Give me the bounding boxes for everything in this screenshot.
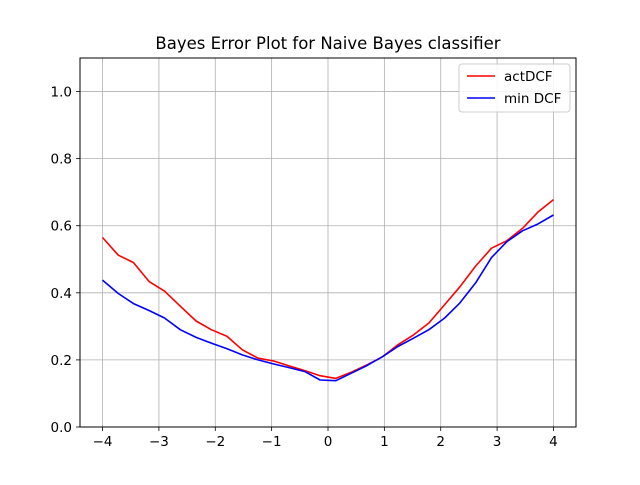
x-tick-label: −2 <box>205 434 225 450</box>
y-tick-label: 0.8 <box>51 152 72 168</box>
x-tick-label: 0 <box>324 434 333 450</box>
x-tick-label: 1 <box>380 434 389 450</box>
x-tick-label: −3 <box>149 434 169 450</box>
series-line-min-dcf <box>101 214 554 382</box>
y-tick-label: 1.0 <box>51 85 72 101</box>
x-tick-label: 4 <box>549 434 558 450</box>
x-tick-label: 2 <box>436 434 445 450</box>
legend-label-min-dcf: min DCF <box>504 91 561 107</box>
legend-label-actdcf: actDCF <box>504 69 553 85</box>
tick-layer: −4 −3 −2 −1 0 1 2 3 4 0.0 0.2 0.4 0.6 0.8 1.0 <box>51 85 558 450</box>
chart-title: Bayes Error Plot for Naive Bayes classif… <box>155 34 500 53</box>
y-tick-label: 0.4 <box>51 286 72 302</box>
y-tick-label: 0.0 <box>51 420 72 436</box>
x-tick-label: −1 <box>262 434 282 450</box>
series-line-actdcf <box>101 198 555 380</box>
y-tick-label: 0.6 <box>51 219 72 235</box>
y-tick-label: 0.2 <box>51 353 72 369</box>
x-tick-label: 3 <box>493 434 502 450</box>
legend: actDCF min DCF <box>458 63 571 113</box>
series-layer <box>101 198 555 382</box>
x-tick-label: −4 <box>93 434 113 450</box>
grid-layer <box>80 58 576 428</box>
